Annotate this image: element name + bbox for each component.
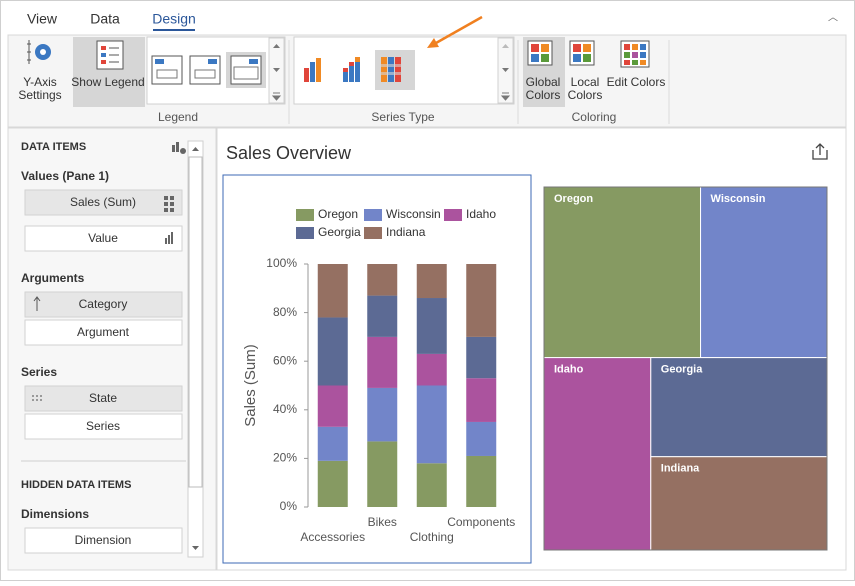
field-box[interactable] xyxy=(24,225,183,252)
legend-label: Wisconsin xyxy=(386,207,441,221)
y-tick-label: 80% xyxy=(273,305,297,319)
x-tick-label: Bikes xyxy=(368,515,397,529)
ribbon-tab[interactable]: Data xyxy=(90,11,120,27)
treemap-label: Wisconsin xyxy=(711,193,766,205)
bar-segment xyxy=(466,421,497,456)
ribbon-tab[interactable]: View xyxy=(27,11,58,27)
field-box[interactable] xyxy=(24,189,183,216)
field-label[interactable]: State xyxy=(89,391,117,405)
legend-swatch xyxy=(364,209,382,221)
bar-segment xyxy=(416,385,447,464)
section-heading: Series xyxy=(21,365,57,379)
bar-segment xyxy=(367,387,398,442)
color-icons xyxy=(527,40,650,68)
ribbon-group-label: Series Type xyxy=(371,110,434,124)
bar-segment xyxy=(317,317,348,386)
legend-label: Oregon xyxy=(318,207,358,221)
bar-segment xyxy=(416,298,447,354)
collapse-caret[interactable]: ︿ xyxy=(828,13,838,24)
y-axis-settings-button[interactable]: Y-Axis xyxy=(23,75,57,89)
legend-label: Idaho xyxy=(466,207,496,221)
bar-segment xyxy=(317,426,348,461)
bar-segment xyxy=(416,264,447,299)
series-type-options[interactable] xyxy=(304,50,415,90)
bar-segment xyxy=(466,378,497,422)
bar-segment xyxy=(367,264,398,296)
coloring-button[interactable]: Colors xyxy=(568,88,603,102)
section-heading: Dimensions xyxy=(21,507,89,521)
bar-segment xyxy=(317,385,348,427)
field-label[interactable]: Category xyxy=(79,297,128,311)
bar-segment xyxy=(466,336,497,379)
coloring-button[interactable]: Global xyxy=(526,75,561,89)
field-label[interactable]: Series xyxy=(86,419,120,433)
section-heading: Values (Pane 1) xyxy=(21,169,109,183)
treemap-tile[interactable] xyxy=(543,357,652,551)
y-tick-label: 20% xyxy=(273,451,297,465)
treemap-border xyxy=(543,186,828,551)
x-tick-label: Accessories xyxy=(300,530,365,544)
field-label[interactable]: Dimension xyxy=(75,533,132,547)
coloring-button[interactable]: Edit Colors xyxy=(607,75,666,89)
field-box[interactable] xyxy=(24,385,183,412)
field-label[interactable]: Argument xyxy=(77,325,130,339)
legend-icon xyxy=(96,40,124,70)
legend-swatch xyxy=(296,227,314,239)
legend-label: Indiana xyxy=(386,225,426,239)
field-label[interactable]: Sales (Sum) xyxy=(70,195,136,209)
bar-segment xyxy=(367,295,398,337)
bar-segment xyxy=(466,455,497,507)
coloring-button[interactable]: Colors xyxy=(526,88,561,102)
x-tick-label: Components xyxy=(447,515,515,529)
show-legend-button[interactable]: Show Legend xyxy=(71,75,144,89)
section-title: HIDDEN DATA ITEMS xyxy=(21,479,131,491)
legend-swatch xyxy=(364,227,382,239)
treemap-tile[interactable] xyxy=(650,357,828,458)
y-axis-settings-button[interactable]: Settings xyxy=(18,88,61,102)
field-box[interactable] xyxy=(24,527,183,554)
coloring-button[interactable]: Local xyxy=(571,75,600,89)
legend-swatch xyxy=(296,209,314,221)
field-box[interactable] xyxy=(24,291,183,318)
treemap-tile[interactable] xyxy=(700,186,828,359)
treemap-label: Oregon xyxy=(554,193,593,205)
panel-title: DATA ITEMS xyxy=(21,141,86,153)
dashboard-title: Sales Overview xyxy=(226,143,352,163)
bar-segment xyxy=(416,463,447,507)
field-box[interactable] xyxy=(24,319,183,346)
ribbon-group-label: Coloring xyxy=(572,110,617,124)
bar-segment xyxy=(317,264,348,318)
field-label[interactable]: Value xyxy=(88,231,118,245)
section-heading: Arguments xyxy=(21,271,85,285)
y-axis-icon xyxy=(27,40,51,64)
bar-segment xyxy=(416,353,447,386)
gallery-scroll[interactable] xyxy=(268,37,285,104)
export-button[interactable] xyxy=(812,143,828,160)
bar-segment xyxy=(466,264,497,337)
legend-position-options[interactable] xyxy=(151,52,266,88)
y-axis-title: Sales (Sum) xyxy=(242,344,259,427)
bar-segment xyxy=(317,460,348,507)
y-tick-label: 40% xyxy=(273,402,297,416)
bar-segment xyxy=(367,336,398,388)
x-tick-label: Clothing xyxy=(410,530,454,544)
treemap-tile[interactable] xyxy=(543,186,702,359)
legend-label: Georgia xyxy=(318,225,361,239)
y-tick-label: 100% xyxy=(266,256,297,270)
field-box[interactable] xyxy=(24,413,183,440)
ribbon-group-label: Legend xyxy=(158,110,198,124)
gallery-scroll[interactable] xyxy=(497,37,514,104)
treemap-label: Indiana xyxy=(661,463,700,475)
ribbon-tab[interactable]: Design xyxy=(152,11,196,27)
treemap-label: Georgia xyxy=(661,364,703,376)
panel-scrollbar[interactable] xyxy=(187,140,204,558)
legend-swatch xyxy=(444,209,462,221)
bar-segment xyxy=(367,441,398,507)
y-tick-label: 0% xyxy=(280,499,298,513)
y-tick-label: 60% xyxy=(273,353,297,367)
treemap-label: Idaho xyxy=(554,364,584,376)
panel-icons xyxy=(32,142,186,401)
